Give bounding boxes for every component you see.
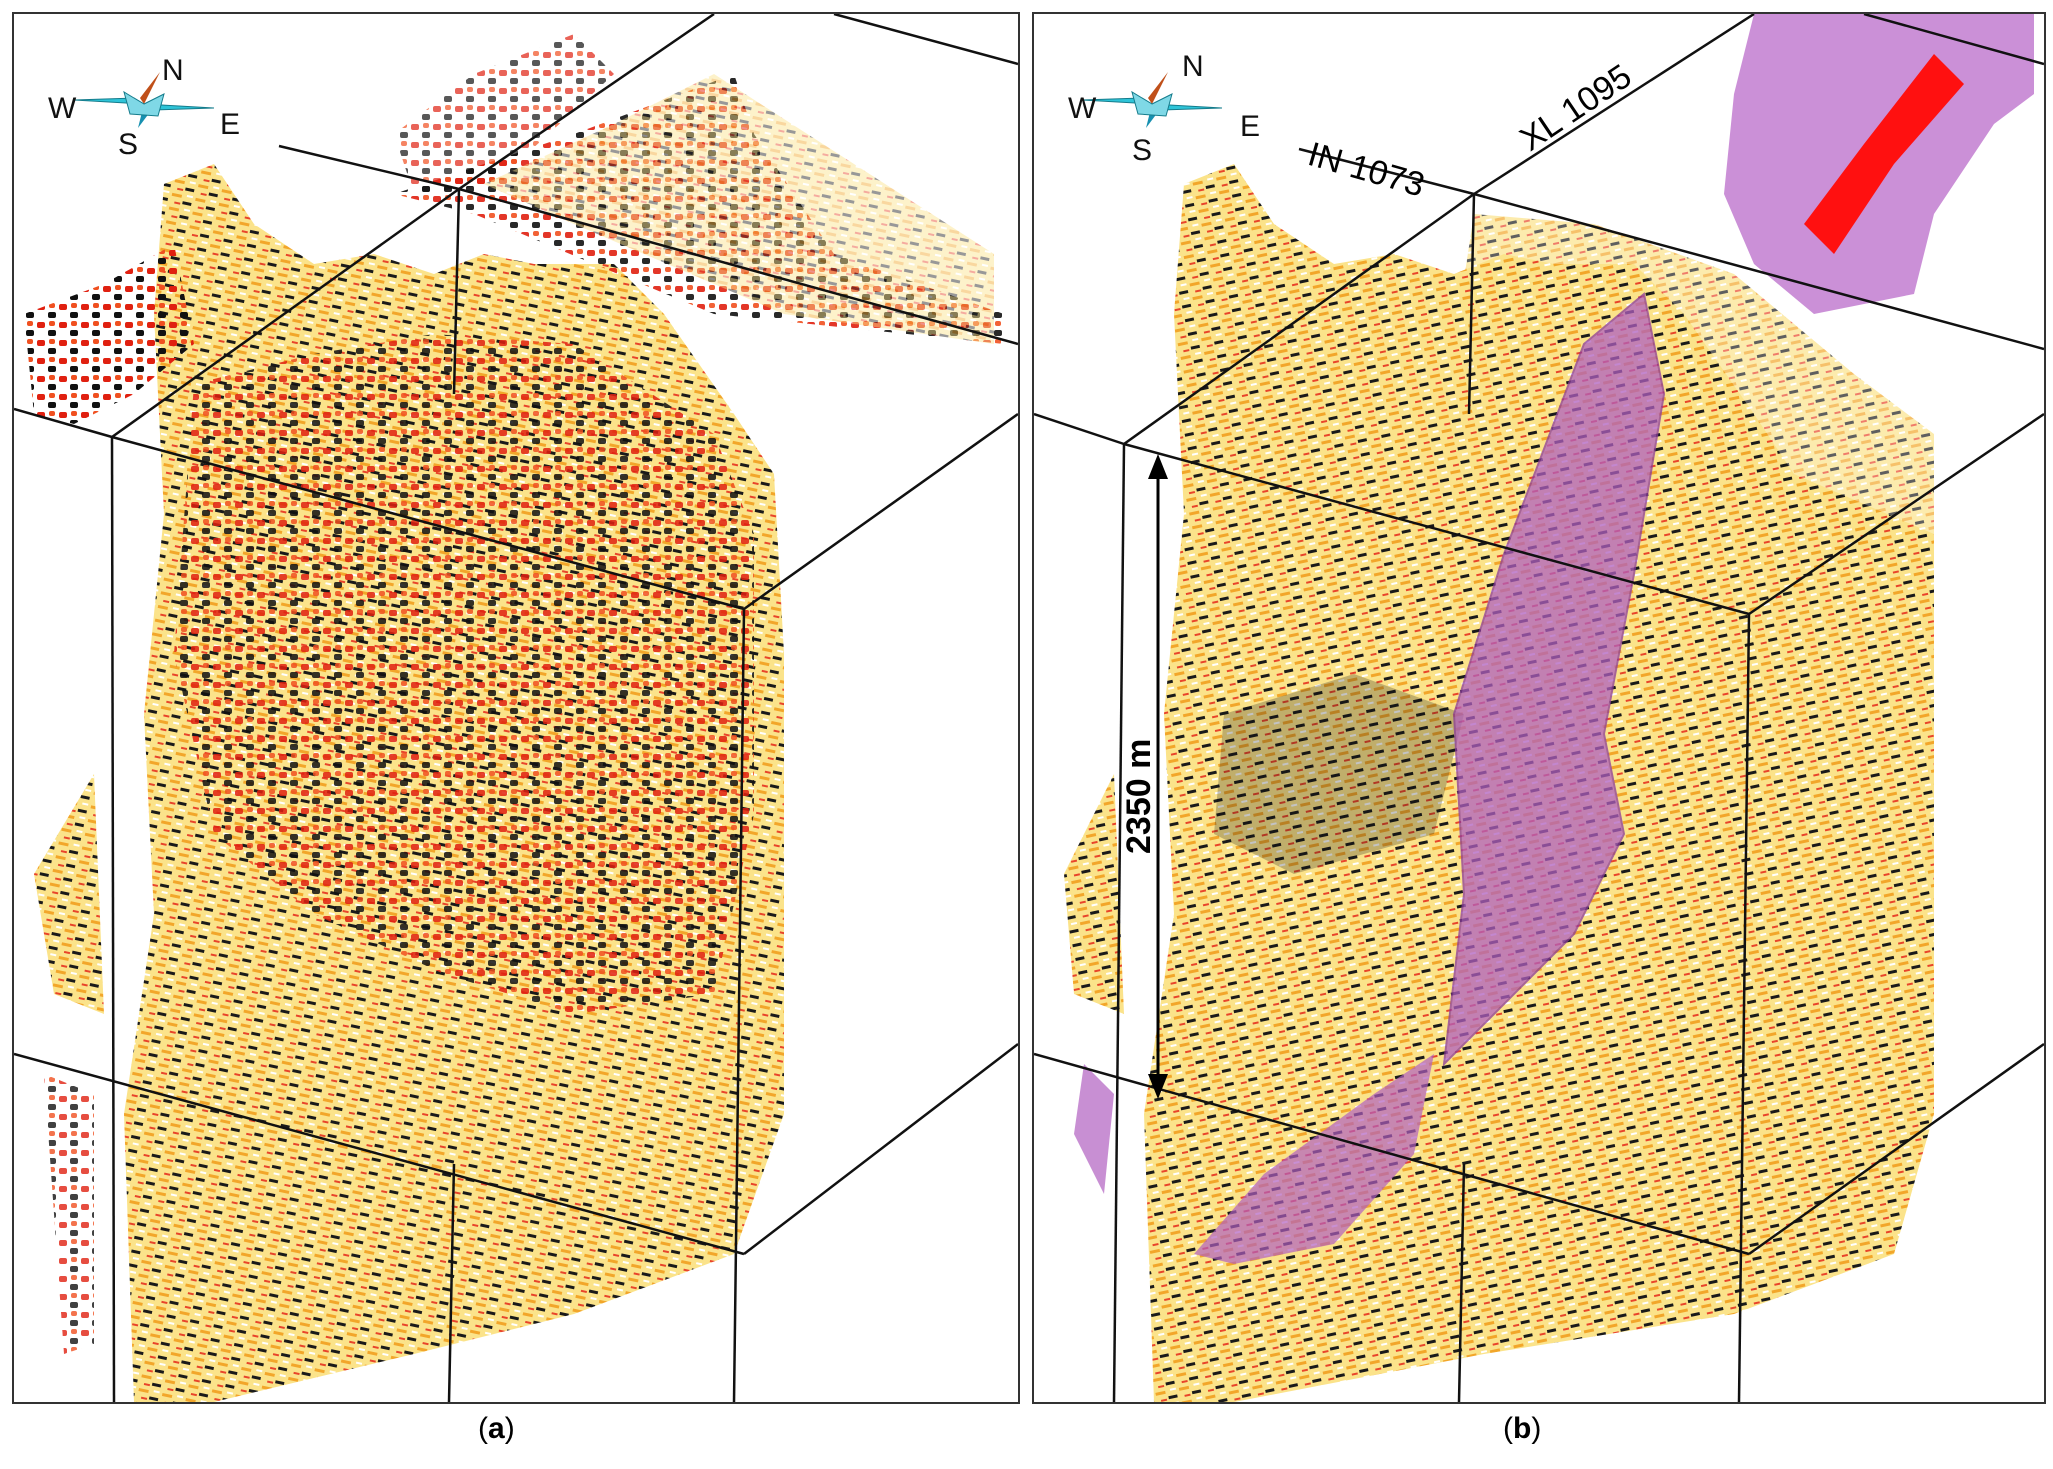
vertical-scale-arrow	[1148, 454, 1168, 1099]
caption-a-close: )	[504, 1412, 515, 1445]
inline-label: IN 1073	[1304, 135, 1429, 204]
caption-b-close: )	[1531, 1412, 1542, 1445]
cube-frame-b	[1034, 14, 2044, 1402]
scale-label: 2350 m	[1120, 739, 1158, 854]
compass-east-label: E	[1240, 110, 1260, 143]
caption-b: (b)	[1503, 1412, 1541, 1446]
panel-a-seismic-volume: N S E W	[12, 12, 1020, 1404]
compass-north-label: N	[162, 54, 184, 87]
compass-west-label: W	[48, 92, 77, 125]
panel-b-render: 2350 m IN 1073 XL 1095 N S E W	[1034, 14, 2044, 1402]
compass-south-label: S	[118, 128, 138, 161]
caption-b-open: (	[1503, 1412, 1513, 1445]
geobody-surface	[1074, 14, 2034, 1264]
caption-b-letter: b	[1513, 1412, 1532, 1445]
compass-south-label: S	[1132, 134, 1152, 167]
panel-b-seismic-volume: 2350 m IN 1073 XL 1095 N S E W	[1032, 12, 2046, 1404]
cube-frame-a	[14, 14, 1018, 1402]
compass-west-label: W	[1068, 92, 1097, 125]
compass-icon	[1081, 72, 1223, 128]
caption-a: (a)	[478, 1412, 515, 1446]
caption-a-letter: a	[488, 1412, 505, 1445]
fault-trace	[1804, 54, 1964, 254]
compass-icon	[73, 72, 215, 128]
compass-north-label: N	[1182, 50, 1204, 83]
caption-a-open: (	[478, 1412, 488, 1445]
crossline-label: XL 1095	[1513, 57, 1638, 159]
seismic-body-a	[24, 34, 1004, 1402]
compass-east-label: E	[220, 108, 240, 141]
panel-a-render: N S E W	[14, 14, 1018, 1402]
